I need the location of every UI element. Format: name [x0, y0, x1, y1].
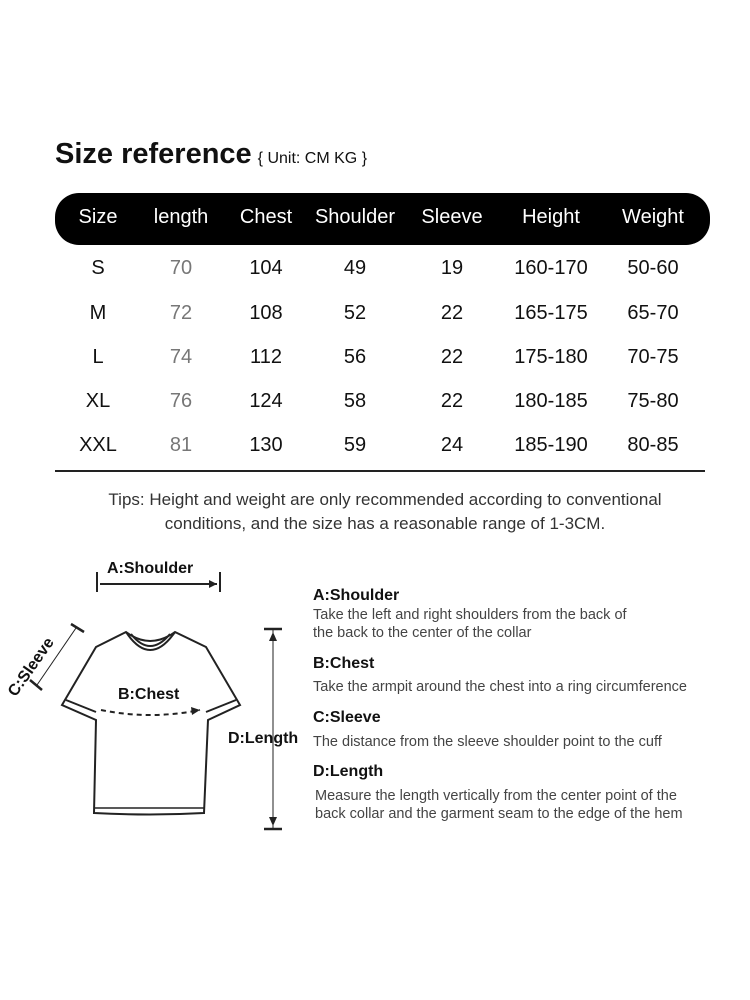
table-row: XL 76 124 58 22 180-185 75-80: [0, 390, 750, 420]
table-row: L 74 112 56 22 175-180 70-75: [0, 346, 750, 376]
table-cell: XL: [85, 390, 111, 412]
desc-length: Measure the length vertically from the c…: [315, 788, 683, 822]
tshirt-icon: [60, 630, 242, 816]
column-header: Sleeve: [421, 206, 483, 228]
column-header: Chest: [239, 206, 293, 228]
title-text: Size reference: [55, 138, 252, 170]
tips: Tips: Height and weight are only recomme…: [40, 488, 730, 536]
column-header: Weight: [622, 206, 684, 228]
table-cell: L: [92, 346, 104, 368]
table-cell: 104: [249, 257, 283, 279]
table-header: Size length Chest Shoulder Sleeve Height Weigh…: [55, 193, 710, 245]
table-cell: XXL: [79, 434, 117, 456]
table-row: M 72 108 52 22 165-175 65-70: [0, 302, 750, 332]
measure-lines: [29, 572, 282, 831]
page-title: Size reference { Unit: CM KG }: [55, 138, 367, 171]
column-header: Shoulder: [314, 206, 396, 228]
table-cell: 22: [440, 346, 464, 368]
tshirt-diagram: [29, 572, 282, 831]
table-cell: 75-80: [627, 390, 679, 412]
desc-chest: Take the armpit around the chest into a …: [313, 679, 687, 695]
table-cell: 130: [249, 434, 283, 456]
table-cell: 52: [343, 302, 367, 324]
table-cell: 22: [440, 390, 464, 412]
desc-title-chest: B:Chest: [313, 655, 375, 672]
table-cell: 65-70: [627, 302, 679, 324]
table-cell: M: [89, 302, 107, 324]
table-cell: 112: [250, 346, 282, 368]
table-cell: 165-175: [514, 302, 588, 324]
table-row: XXL 81 130 59 24 185-190 80-85: [0, 434, 750, 464]
table-cell: 59: [343, 434, 367, 456]
desc-shoulder: Take the left and right shoulders from t…: [313, 607, 627, 641]
column-header: length: [153, 206, 209, 228]
desc-sleeve: The distance from the sleeve shoulder po…: [313, 734, 662, 750]
table-cell: 19: [440, 257, 464, 279]
table-cell: 70-75: [627, 346, 679, 368]
desc-title-sleeve: C:Sleeve: [313, 709, 381, 726]
table-cell: S: [91, 257, 105, 279]
table-cell: 108: [249, 302, 283, 324]
table-cell: 58: [343, 390, 367, 412]
table-cell: 72: [169, 302, 193, 324]
table-cell: 24: [440, 434, 464, 456]
table-cell: 124: [249, 390, 283, 412]
table-cell: 180-185: [514, 390, 588, 412]
tips-line: conditions, and the size has a reasonabl…: [164, 514, 606, 533]
divider: [55, 470, 705, 472]
unit-label: { Unit: CM KG }: [257, 150, 368, 167]
column-header: Height: [522, 206, 580, 228]
table-cell: 70: [169, 257, 193, 279]
desc-title-shoulder: A:Shoulder: [313, 587, 400, 604]
table-cell: 49: [343, 257, 367, 279]
table-cell: 74: [169, 346, 193, 368]
table-cell: 56: [343, 346, 367, 368]
shoulder-label: A:Shoulder: [107, 560, 194, 577]
table-cell: 175-180: [514, 346, 588, 368]
table-cell: 80-85: [627, 434, 679, 456]
table-cell: 185-190: [514, 434, 588, 456]
table-row: S 70 104 49 19 160-170 50-60: [0, 257, 750, 287]
table-cell: 76: [169, 390, 193, 412]
desc-title-length: D:Length: [313, 763, 384, 780]
table-cell: 22: [440, 302, 464, 324]
table-cell: 160-170: [514, 257, 588, 279]
tips-line: Tips: Height and weight are only recomme…: [108, 490, 662, 509]
chest-label: B:Chest: [118, 686, 180, 703]
table-cell: 81: [169, 434, 193, 456]
length-label: D:Length: [228, 730, 299, 747]
column-header: Size: [78, 206, 118, 228]
table-cell: 50-60: [627, 257, 679, 279]
